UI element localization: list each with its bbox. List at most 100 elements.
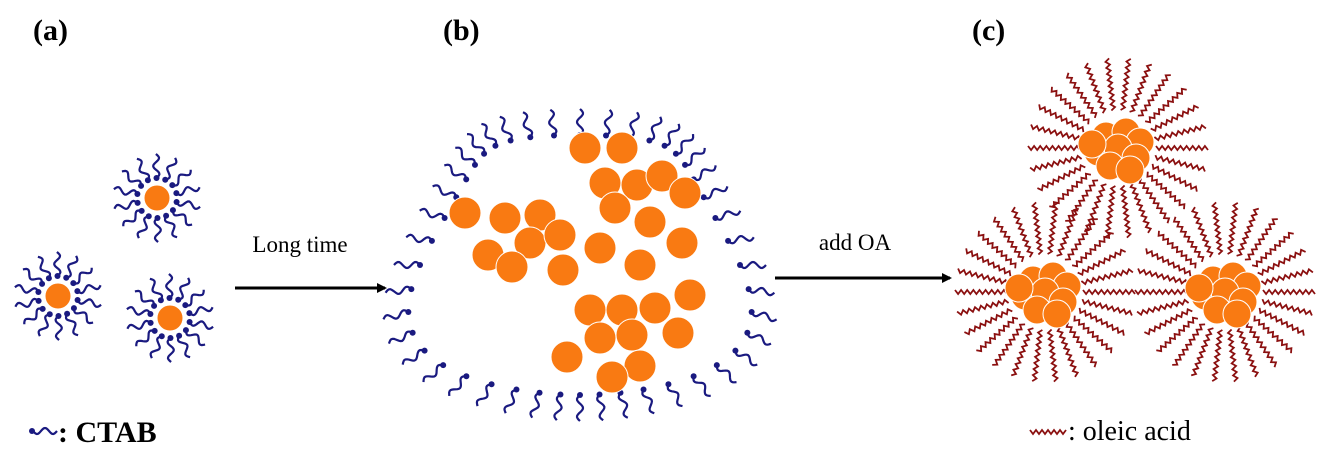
surfactant-tail — [114, 201, 137, 209]
surfactant-head — [527, 134, 533, 140]
surfactant-head — [167, 335, 173, 341]
surfactant-head — [163, 213, 169, 219]
oleic-tail — [1048, 330, 1058, 382]
surfactant-head — [577, 392, 583, 398]
particle — [574, 294, 606, 326]
surfactant-tail — [389, 332, 413, 344]
surfactant-tail — [500, 117, 512, 141]
surfactant-tail — [685, 148, 705, 165]
surfactant-tail — [135, 291, 154, 306]
surfactant-head — [55, 273, 61, 279]
surfactant-tail — [151, 336, 162, 358]
oleic-tail — [966, 248, 1010, 276]
surfactant-head — [603, 133, 609, 139]
surfactant-head — [145, 177, 151, 183]
particle — [584, 322, 616, 354]
surfactant-tail — [577, 395, 583, 421]
surfactant-tail — [185, 290, 203, 306]
oleic-tail — [992, 324, 1025, 365]
particle — [624, 350, 656, 382]
oleic-tail — [1146, 248, 1190, 276]
surfactant-head — [682, 162, 688, 168]
surfactant-head — [513, 387, 519, 393]
oleic-tail — [1080, 308, 1124, 336]
surfactant-head — [442, 215, 448, 221]
surfactant-head — [158, 297, 164, 303]
surfactant-tail — [642, 390, 654, 414]
surfactant-tail — [694, 376, 711, 396]
surfactant-head — [714, 362, 720, 368]
surfactant-tail — [123, 211, 141, 227]
oleic-tail — [1030, 430, 1066, 434]
oleic-tail — [1065, 180, 1098, 221]
arrow-label: Long time — [252, 232, 347, 257]
particle — [616, 319, 648, 351]
oleic-tail — [955, 290, 1007, 294]
surfactant-tail — [531, 393, 540, 418]
oleic-tail — [1121, 59, 1131, 110]
surfactant-tail — [165, 216, 177, 237]
surfactant-tail — [190, 321, 214, 329]
surfactant-head — [147, 311, 153, 317]
oleic-tail — [1037, 165, 1085, 190]
surfactant-tail — [505, 390, 517, 414]
particle — [45, 283, 71, 309]
surfactant-tail — [420, 209, 445, 218]
surfactant-tail — [728, 236, 754, 243]
oleic-tail — [1260, 308, 1304, 336]
oleic-tail — [1049, 174, 1091, 207]
surfactant-tail — [127, 307, 150, 315]
surfactant-head — [551, 133, 557, 139]
surfactant-tail — [127, 321, 150, 329]
surfactant-head — [725, 238, 731, 244]
surfactant-head — [440, 362, 446, 368]
panel-label: (b) — [443, 14, 480, 47]
surfactant-head — [182, 302, 188, 308]
surfactant-head — [183, 327, 189, 333]
surfactant-tail — [433, 185, 457, 197]
surfactant-head — [410, 330, 416, 336]
panel-label: (c) — [972, 14, 1005, 47]
surfactant-tail — [66, 256, 77, 278]
particle — [662, 317, 694, 349]
surfactant-head — [170, 207, 176, 213]
surfactant-tail — [630, 112, 639, 137]
oleic-tail — [1153, 164, 1197, 192]
surfactant-tail — [394, 262, 420, 268]
oleic-tail — [1083, 290, 1135, 294]
particle — [544, 219, 576, 251]
oleic-tail — [1135, 290, 1187, 294]
surfactant-head — [47, 311, 53, 317]
surfactant-head — [744, 330, 750, 336]
surfactant-head — [146, 213, 152, 219]
surfactant-head — [737, 262, 743, 268]
surfactant-tail — [444, 165, 466, 180]
surfactant-tail — [39, 314, 50, 336]
surfactant-head — [74, 288, 80, 294]
oleic-tail — [1048, 203, 1058, 254]
surfactant-head — [46, 275, 52, 281]
particle — [666, 227, 698, 259]
surfactant-head — [71, 305, 77, 311]
oleic-tail — [1212, 330, 1222, 381]
surfactant-head — [64, 311, 70, 317]
oleic-tail — [1121, 186, 1131, 238]
surfactant-tail — [122, 171, 141, 186]
oleic-tail — [1144, 309, 1192, 334]
oleic-tail — [1172, 324, 1205, 365]
oleic-tail — [1213, 202, 1223, 254]
oleic-tail — [1156, 146, 1208, 150]
oleic-tail — [1151, 106, 1199, 131]
surfactant-tail — [153, 154, 159, 178]
surfactant-head — [429, 238, 435, 244]
illustration — [15, 58, 1315, 434]
oleic-tail — [1228, 330, 1238, 382]
surfactant-tail — [523, 112, 532, 137]
oleic-tail — [1105, 186, 1115, 237]
surfactant-tail — [173, 210, 192, 225]
surfactant-head — [55, 313, 61, 319]
surfactant-tail — [177, 201, 201, 209]
surfactant-head — [665, 381, 671, 387]
particle — [606, 132, 638, 164]
particle — [1223, 300, 1251, 328]
